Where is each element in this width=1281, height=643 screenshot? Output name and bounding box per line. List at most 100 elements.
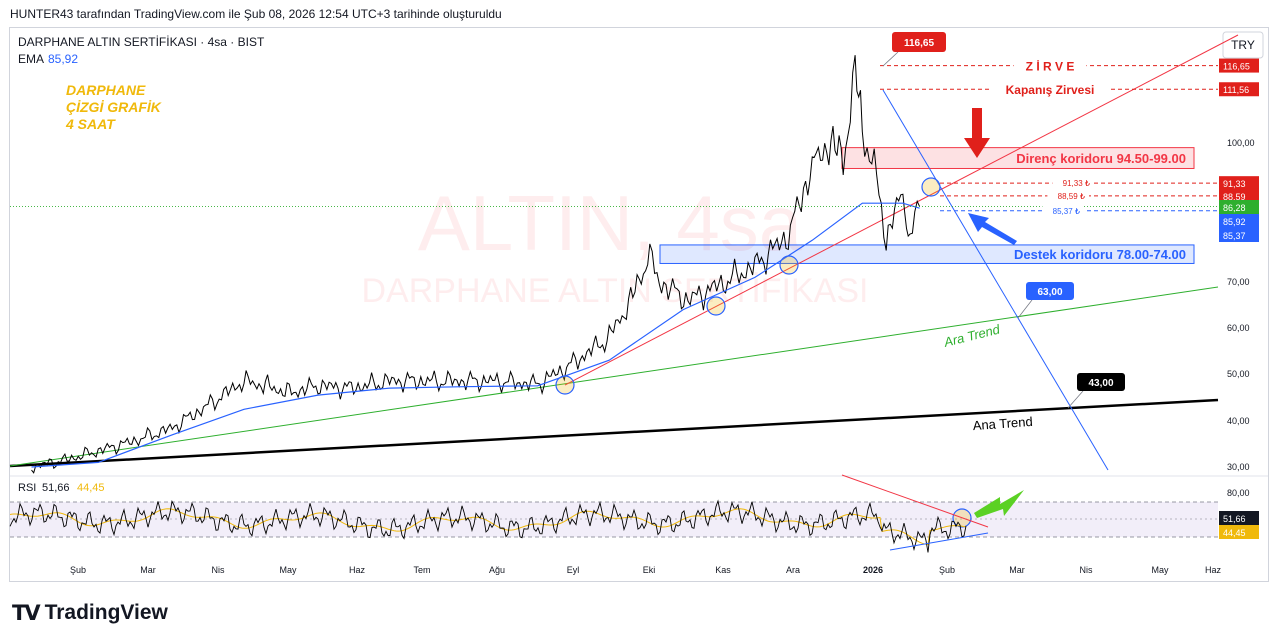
ytick-4: 40,00 (1227, 416, 1250, 426)
last-price-tag-bg-1 (1219, 214, 1259, 228)
hline-label-bg-1 (992, 81, 1108, 98)
callout-box-1 (1026, 282, 1074, 300)
rsi-ma-value: 44,45 (77, 482, 105, 494)
rsi-down-trend (841, 474, 989, 528)
hline-tag-bg-2 (1219, 176, 1259, 191)
hline-label-4: 85,37 ₺ (1053, 207, 1080, 216)
ytick-1: 70,00 (1227, 277, 1250, 287)
red-trend-line (564, 34, 1239, 386)
ytick-5: 30,00 (1227, 462, 1250, 472)
xtick-10: Ara (786, 565, 800, 575)
last-price-tag-bg-0 (1219, 200, 1259, 214)
hline-tag-bg-1 (1219, 82, 1259, 97)
callout-pointer-1 (1017, 299, 1033, 319)
hline-label-0: Z İ R V E (1026, 59, 1075, 74)
hline-tag-2: 91,33 (1223, 179, 1246, 189)
xtick-5: Tem (413, 565, 430, 575)
watermark-title: ALTIN, 4sa (418, 179, 803, 267)
blue-down-trend-line (882, 89, 1109, 471)
xtick-6: Ağu (489, 565, 505, 575)
overlay-title-3: 4 SAAT (65, 116, 116, 132)
blue-left-arrow (968, 213, 1017, 245)
xtick-3: May (279, 565, 297, 575)
rsi-ytick: 80,00 (1227, 488, 1250, 498)
xtick-11: 2026 (863, 565, 883, 575)
ytick-3: 50,00 (1227, 369, 1250, 379)
zone-1 (659, 244, 1195, 264)
xtick-0: Şub (70, 565, 86, 575)
last-price-tag-0: 86,28 (1223, 203, 1246, 213)
hline-tag-1: 111,56 (1223, 85, 1249, 95)
zone-label-0: Direnç koridoru 94.50-99.00 (1016, 151, 1186, 166)
main-trend-line (9, 398, 1219, 468)
hline-label-2: 91,33 ₺ (1063, 179, 1090, 188)
last-price-tag-bg-2 (1219, 228, 1259, 242)
ema-value: 85,92 (48, 52, 78, 66)
tradingview-logo-text: TradingView (44, 601, 168, 624)
xtick-1: Mar (140, 565, 156, 575)
ema-line (31, 202, 920, 468)
hline-tag-3: 88,59 (1223, 192, 1246, 202)
hline-tag-bg-3 (1219, 188, 1259, 203)
currency-button[interactable] (1222, 31, 1264, 59)
touch-circle-2 (779, 255, 799, 275)
xtick-8: Eki (643, 565, 656, 575)
xtick-2: Nis (212, 565, 225, 575)
currency-label: TRY (1231, 38, 1255, 52)
callout-pointer-2 (1067, 390, 1084, 409)
hline-tag-0: 116,65 (1223, 62, 1250, 72)
xtick-13: Mar (1009, 565, 1025, 575)
chart-author-line: HUNTER43 tarafından TradingView.com ile … (10, 7, 502, 21)
green-left-arrow (974, 490, 1024, 518)
ytick-2: 60,00 (1227, 323, 1250, 333)
rsi-tag-0: 51,66 (1223, 514, 1246, 524)
callout-pointer-0 (882, 51, 899, 67)
rsi-band (10, 502, 1218, 537)
touch-circle-3 (921, 177, 941, 197)
overlay-title-2: ÇİZGİ GRAFİK (66, 99, 162, 115)
xtick-9: Kas (715, 565, 731, 575)
callout-text-1: 63,00 (1037, 287, 1062, 298)
rsi-tag-bg-0 (1219, 511, 1259, 525)
rsi-line (9, 499, 967, 553)
ema-label: EMA (18, 52, 44, 66)
rsi-value: 51,66 (42, 482, 70, 494)
watermark-subtitle: DARPHANE ALTIN SERTİFİKASI (362, 272, 869, 310)
touch-circle-0 (555, 375, 575, 395)
xtick-15: May (1151, 565, 1169, 575)
tradingview-logo-icon: TV (12, 601, 41, 625)
hline-label-bg-4 (1042, 204, 1084, 217)
callout-box-0 (892, 32, 946, 52)
xtick-12: Şub (939, 565, 955, 575)
hline-label-bg-3 (1047, 189, 1089, 202)
zone-label-1: Destek koridoru 78.00-74.00 (1014, 247, 1186, 262)
xtick-16: Haz (1205, 565, 1222, 575)
last-price-tag-2: 85,37 (1223, 231, 1246, 241)
mid-trend-label: Ara Trend (942, 321, 1002, 350)
xtick-14: Nis (1080, 565, 1093, 575)
hline-tag-bg-0 (1219, 58, 1259, 73)
hline-label-3: 88,59 ₺ (1058, 192, 1085, 201)
mid-trend-line (9, 286, 1219, 467)
tradingview-logo[interactable]: TV TradingView (12, 601, 168, 625)
callout-box-2 (1077, 373, 1125, 391)
callout-text-2: 43,00 (1088, 378, 1113, 389)
price-line (31, 55, 921, 474)
xtick-4: Haz (349, 565, 366, 575)
rsi-label: RSI (18, 482, 36, 494)
main-trend-label: Ana Trend (972, 414, 1033, 433)
hline-label-bg-0 (1013, 57, 1087, 74)
rsi-ma-line (9, 508, 967, 546)
ytick-0: 100,00 (1227, 138, 1255, 148)
xtick-7: Eyl (567, 565, 580, 575)
callout-text-0: 116,65 (904, 38, 934, 49)
rsi-up-trend (889, 532, 989, 551)
rsi-tag-1: 44,45 (1223, 528, 1246, 538)
overlay-title-1: DARPHANE (66, 82, 146, 98)
chart-frame (9, 27, 1269, 582)
red-down-arrow (964, 108, 990, 158)
touch-circle-1 (706, 296, 726, 316)
hline-label-1: Kapanış Zirvesi (1006, 83, 1095, 97)
hline-label-bg-2 (1052, 177, 1094, 190)
